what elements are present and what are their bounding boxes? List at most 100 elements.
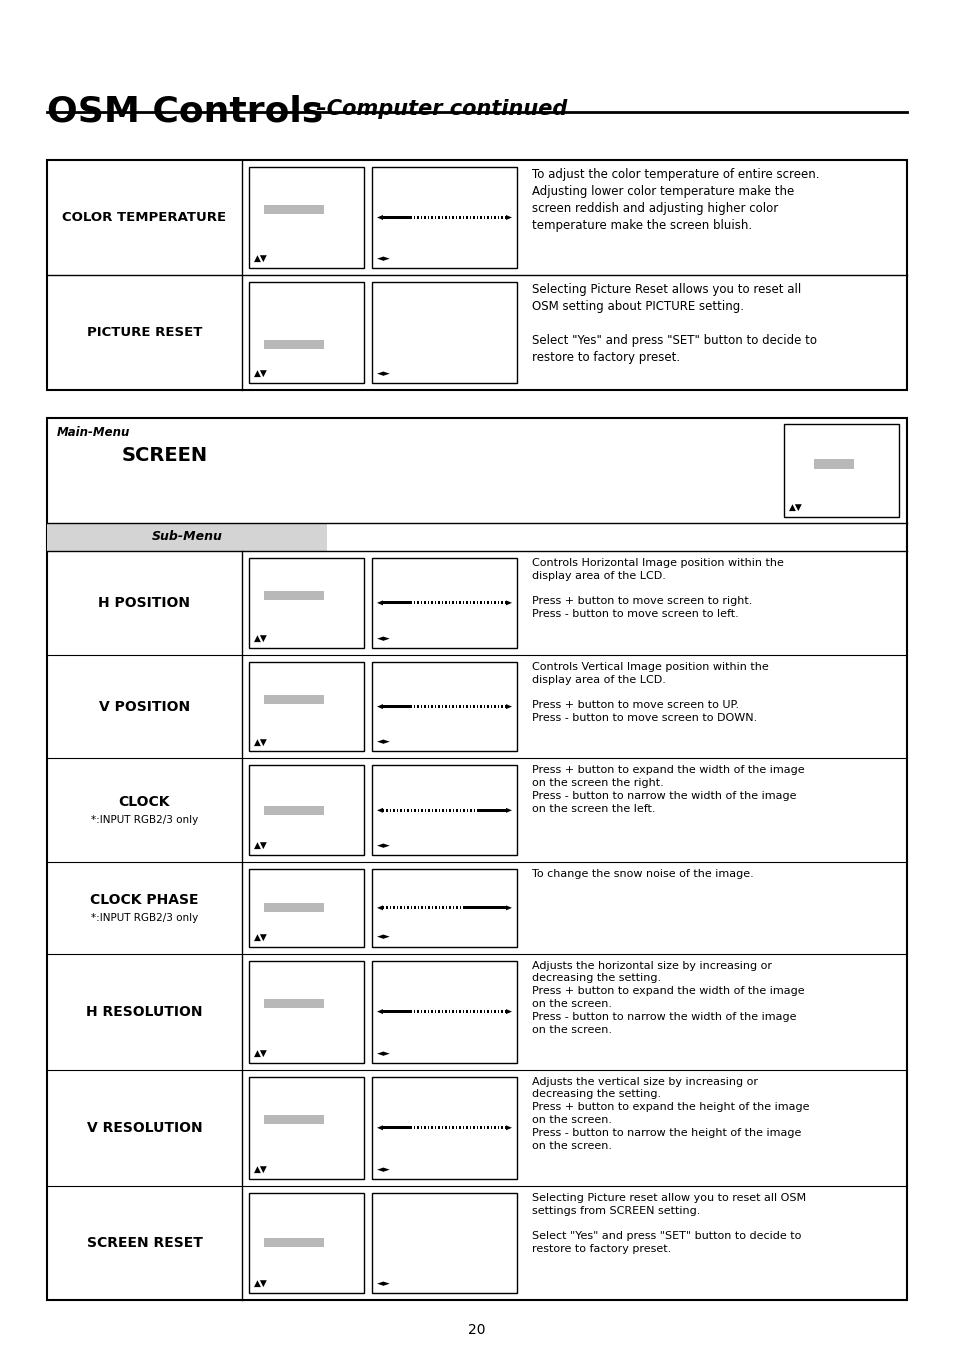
Bar — [449, 907, 451, 909]
Text: H POSITION: H POSITION — [98, 596, 191, 609]
Text: Adjusts the vertical size by increasing or
decreasing the setting.
Press + butto: Adjusts the vertical size by increasing … — [532, 1077, 809, 1151]
Bar — [445, 601, 446, 604]
Polygon shape — [505, 215, 512, 220]
Bar — [466, 1127, 467, 1129]
Bar — [417, 907, 419, 909]
Bar — [476, 705, 477, 708]
Bar — [435, 216, 436, 219]
Bar — [390, 809, 391, 812]
Bar — [428, 907, 430, 909]
Bar — [431, 1127, 432, 1129]
Bar — [487, 705, 488, 708]
Text: Selecting Picture reset allow you to reset all OSM
settings from SCREEN setting.: Selecting Picture reset allow you to res… — [532, 1193, 805, 1254]
Bar — [249, 766, 364, 855]
Polygon shape — [376, 1009, 382, 1015]
Polygon shape — [505, 704, 512, 709]
Bar — [432, 907, 433, 909]
Bar — [411, 809, 412, 812]
Text: ▲▼: ▲▼ — [253, 369, 268, 378]
Bar — [470, 809, 472, 812]
Bar — [462, 601, 463, 604]
Bar — [490, 1011, 492, 1013]
Bar — [427, 705, 429, 708]
Bar — [449, 809, 451, 812]
Bar — [473, 705, 474, 708]
Bar — [500, 705, 502, 708]
Text: SCREEN: SCREEN — [122, 446, 208, 465]
Bar — [249, 558, 364, 647]
Text: ◄►: ◄► — [376, 1165, 391, 1174]
Bar — [431, 705, 432, 708]
Bar — [420, 601, 421, 604]
Bar — [403, 809, 405, 812]
Bar — [504, 705, 505, 708]
Bar — [504, 601, 505, 604]
Bar — [479, 601, 481, 604]
Text: Controls Vertical Image position within the
display area of the LCD.

Press + bu: Controls Vertical Image position within … — [532, 662, 768, 723]
Bar — [372, 869, 517, 947]
Text: ▲▼: ▲▼ — [788, 503, 801, 512]
Bar — [437, 216, 439, 219]
Bar — [473, 1127, 474, 1129]
Bar — [431, 601, 432, 604]
Bar — [476, 1127, 477, 1129]
Bar — [442, 907, 443, 909]
Bar — [372, 1077, 517, 1179]
Bar — [500, 216, 502, 219]
Bar — [420, 1127, 421, 1129]
Bar — [428, 809, 430, 812]
Bar — [490, 705, 492, 708]
Bar — [372, 662, 517, 751]
Bar — [410, 1127, 411, 1129]
Bar — [504, 216, 505, 219]
Bar — [469, 1011, 471, 1013]
Text: CLOCK: CLOCK — [118, 796, 170, 809]
Bar — [448, 1011, 450, 1013]
Bar — [441, 216, 442, 219]
Bar — [483, 601, 484, 604]
Bar — [382, 907, 384, 909]
Bar — [264, 1115, 324, 1124]
Text: V POSITION: V POSITION — [99, 700, 190, 713]
Bar — [416, 216, 418, 219]
Bar — [435, 1127, 436, 1129]
Bar — [448, 1127, 450, 1129]
Bar — [427, 601, 429, 604]
Bar — [424, 601, 425, 604]
Bar — [483, 705, 484, 708]
Bar — [458, 1127, 460, 1129]
Bar — [459, 809, 461, 812]
Bar — [414, 601, 415, 604]
Bar — [497, 1011, 498, 1013]
Bar — [382, 705, 410, 708]
Bar — [414, 705, 415, 708]
Bar — [421, 809, 422, 812]
Bar — [473, 1011, 474, 1013]
Bar — [421, 907, 422, 909]
Bar — [459, 907, 461, 909]
Bar — [424, 809, 426, 812]
Bar — [400, 907, 401, 909]
Bar — [462, 1127, 463, 1129]
Text: OSM Controls: OSM Controls — [47, 95, 323, 128]
Bar — [414, 1011, 415, 1013]
Bar — [424, 1127, 425, 1129]
Bar — [476, 601, 477, 604]
Bar — [469, 1127, 471, 1129]
Text: ◄►: ◄► — [376, 634, 391, 643]
Bar — [382, 216, 410, 219]
Bar — [437, 601, 439, 604]
Bar — [411, 907, 412, 909]
Bar — [469, 705, 471, 708]
Bar — [442, 809, 443, 812]
Bar — [410, 1011, 411, 1013]
Bar — [456, 809, 457, 812]
Bar — [487, 1127, 488, 1129]
Text: ◄►: ◄► — [376, 254, 391, 263]
Bar — [420, 705, 421, 708]
Bar — [372, 558, 517, 647]
Polygon shape — [376, 215, 382, 220]
Text: Selecting Picture Reset allows you to reset all
OSM setting about PICTURE settin: Selecting Picture Reset allows you to re… — [532, 282, 816, 363]
Bar — [476, 216, 477, 219]
Bar — [417, 809, 419, 812]
